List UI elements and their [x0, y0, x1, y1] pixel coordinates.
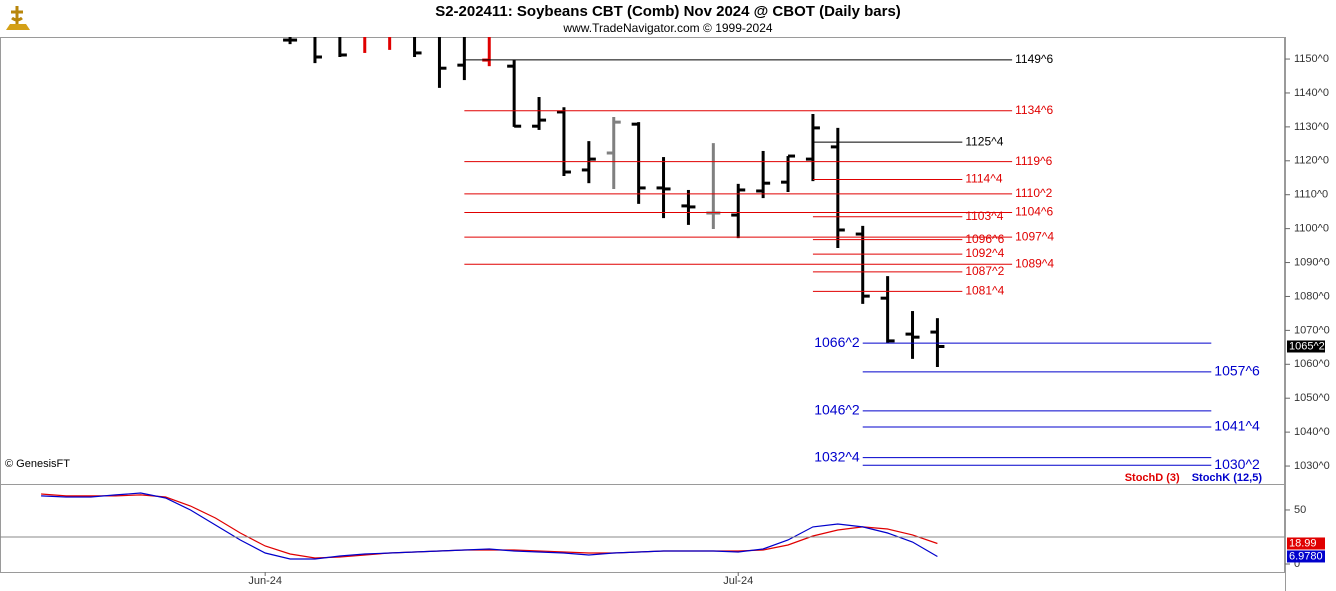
y-tick-label: 50 — [1294, 504, 1306, 516]
y-tick-label: 1040^0 — [1294, 426, 1330, 438]
logo — [6, 6, 30, 30]
x-tick-label: Jun-24 — [248, 575, 282, 587]
level-label: 1057^6 — [1214, 363, 1260, 379]
level-label: 1125^4 — [965, 134, 1003, 148]
chart-title: S2-202411: Soybeans CBT (Comb) Nov 2024 … — [435, 3, 901, 20]
level-label: 1110^2 — [1015, 186, 1053, 200]
level-label: 1114^4 — [965, 172, 1003, 186]
level-label: 1041^4 — [1214, 418, 1260, 434]
level-label: 1096^6 — [965, 232, 1004, 246]
plot-area — [41, 492, 938, 560]
y-tick-label: 1140^0 — [1294, 87, 1329, 99]
plot-frame — [0, 37, 1285, 573]
level-label: 1092^4 — [965, 246, 1004, 260]
level-label: 1046^2 — [814, 402, 860, 418]
last-value-label: 1065^2 — [1289, 340, 1325, 352]
legend-entry: StochD (3) — [1125, 472, 1180, 484]
level-label: 1089^4 — [1015, 256, 1054, 270]
level-label: 1066^2 — [814, 334, 860, 350]
level-label: 1081^4 — [965, 284, 1004, 298]
level-label: 1134^6 — [1015, 103, 1053, 117]
y-tick-label: 0 — [1294, 558, 1300, 570]
y-tick-label: 1120^0 — [1294, 155, 1329, 167]
y-tick-label: 1050^0 — [1294, 392, 1330, 404]
logo-base — [6, 24, 30, 30]
logo-icon — [11, 6, 23, 24]
y-tick-label: 1100^0 — [1294, 223, 1329, 235]
plot-area — [283, 37, 945, 368]
y-tick-label: 1130^0 — [1294, 121, 1329, 133]
y-tick-label: 1080^0 — [1294, 290, 1330, 302]
y-tick-label: 1030^0 — [1294, 460, 1330, 472]
last-value-box — [1287, 537, 1325, 550]
y-tick-label: 1070^0 — [1294, 324, 1330, 336]
level-label: 1149^6 — [1015, 52, 1053, 66]
level-label: 1030^2 — [1214, 456, 1260, 472]
stoch-line — [41, 492, 938, 560]
level-label: 1119^6 — [1015, 154, 1053, 168]
level-label: 1097^4 — [1015, 229, 1054, 243]
y-tick-label: 1090^0 — [1294, 256, 1330, 268]
chart-subtitle: www.TradeNavigator.com © 1999-2024 — [562, 21, 772, 35]
last-value-label: 6.9780 — [1289, 550, 1323, 562]
watermark: © GenesisFT — [5, 458, 70, 470]
y-tick-label: 1060^0 — [1294, 358, 1330, 370]
last-value-box — [1287, 550, 1325, 563]
y-tick-label: 1150^0 — [1294, 53, 1329, 65]
level-label: 1104^6 — [1015, 205, 1053, 219]
legend-entry: StochK (12,5) — [1192, 472, 1263, 484]
last-value-label: 18.99 — [1289, 537, 1317, 549]
stoch-line — [41, 493, 938, 559]
x-tick-label: Jul-24 — [723, 575, 753, 587]
level-label: 1032^4 — [814, 448, 860, 464]
y-tick-label: 1110^0 — [1294, 189, 1328, 201]
level-label: 1103^4 — [965, 209, 1003, 223]
last-value-box — [1287, 340, 1325, 353]
level-label: 1087^2 — [965, 264, 1004, 278]
